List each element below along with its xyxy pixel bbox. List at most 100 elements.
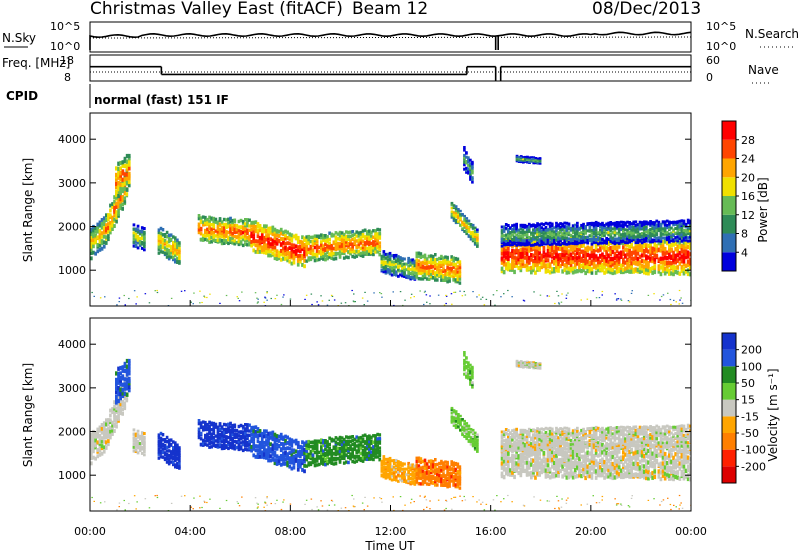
power-cell [109,230,112,235]
power-cell [452,265,455,270]
power-cell [540,241,544,245]
power-cell [534,236,537,240]
power-cell [424,290,426,292]
power-colorbar-tick-label: 16 [741,190,755,203]
velocity-cell [450,460,453,464]
power-cell [127,153,131,159]
velocity-cell [431,464,435,469]
power-cell [540,257,544,262]
velocity-cell [296,450,300,455]
velocity-cell [386,467,390,471]
velocity-cell [123,391,127,396]
velocity-cell [440,483,443,487]
power-cell [584,270,587,276]
power-cell [105,230,108,235]
power-cell [592,240,596,244]
power-cell [517,265,521,271]
power-cell [241,243,245,248]
velocity-cell [315,448,319,452]
power-cell [657,264,661,269]
velocity-cell [117,366,120,371]
velocity-cell [169,456,173,460]
power-cell [504,262,508,267]
velocity-cell [231,423,234,428]
power-cell [636,238,640,242]
velocity-cell [342,443,346,447]
power-cell [519,265,523,270]
velocity-cell [349,435,352,439]
power-cell [653,257,657,262]
power-cell [419,261,423,265]
power-cell [340,235,344,239]
y-tick-label: 1000 [58,264,86,277]
power-cell [174,253,177,258]
power-cell [204,296,206,298]
power-cell [651,265,654,271]
power-cell [452,262,455,267]
power-cell [661,229,665,233]
velocity-cell [178,464,181,469]
velocity-cell [448,467,451,472]
velocity-cell [220,434,224,438]
power-cell [632,260,636,265]
velocity-cell [357,454,361,459]
power-cell [370,248,373,253]
power-cell [630,256,633,261]
velocity-cell [96,440,100,445]
power-cell [115,212,118,217]
power-cell [305,259,309,263]
power-cell [647,229,650,233]
velocity-cell [326,461,329,466]
power-cell [476,230,479,233]
power-cell [619,269,623,275]
power-cell [176,245,179,249]
velocity-cell [347,460,350,465]
power-cell [288,251,292,256]
power-cell [102,240,106,245]
velocity-cell [368,439,371,444]
power-cell [538,159,542,161]
velocity-cell [361,448,365,453]
power-cell [467,219,471,223]
power-cell [538,232,541,236]
power-cell [632,256,636,261]
power-cell [429,303,431,305]
velocity-cell [233,444,237,448]
power-cell [521,233,525,237]
power-cell [374,250,377,254]
power-cell [128,297,130,300]
power-cell [143,245,146,248]
power-cell [546,234,550,238]
power-cell [305,235,309,239]
velocity-cell [342,456,346,461]
velocity-cell [328,442,331,447]
power-cell [659,271,663,277]
power-cell [601,290,604,293]
power-cell [469,235,473,239]
power-cell [448,271,451,276]
power-cell [429,295,431,297]
velocity-cell [368,453,371,457]
power-cell [548,270,552,275]
power-cell [214,238,218,243]
power-cell [464,294,467,296]
power-cell [340,237,344,242]
power-cell [347,234,350,239]
velocity-cell [199,437,203,441]
power-cell [273,232,277,237]
velocity-cell [386,457,390,461]
power-cell [305,238,309,242]
power-cell [682,228,686,232]
power-cell [649,228,652,231]
velocity-cell [222,439,226,443]
power-cell [532,239,535,244]
power-cell [614,293,616,295]
power-cell [684,269,688,274]
power-cell [507,227,510,231]
power-cell [586,239,590,242]
power-cell [647,255,650,260]
power-cell [340,246,344,251]
power-cell [434,253,437,257]
power-cell [237,232,241,237]
power-cell [365,246,369,251]
